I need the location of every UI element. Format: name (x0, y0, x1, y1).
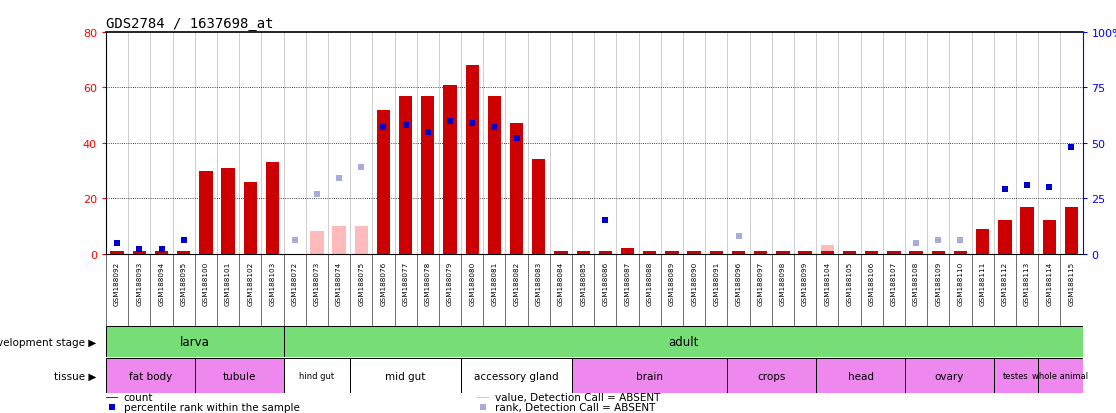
Bar (843, 251, 856, 254)
Bar (910, 251, 923, 254)
Bar (710, 251, 723, 254)
Bar (133, 251, 146, 254)
Bar (620, 249, 634, 254)
Bar (461, 358, 573, 393)
Text: fat body: fat body (128, 370, 172, 381)
Bar (555, 251, 568, 254)
Bar (573, 358, 728, 393)
Bar (106, 326, 283, 357)
Bar (865, 251, 878, 254)
Bar (283, 358, 350, 393)
Bar (598, 251, 612, 254)
Bar (777, 251, 790, 254)
Bar (732, 251, 745, 254)
Bar (905, 358, 993, 393)
Text: testes: testes (1003, 371, 1029, 380)
Bar (283, 326, 1083, 357)
Bar (998, 221, 1011, 254)
Bar (110, 251, 124, 254)
Bar (798, 251, 811, 254)
Text: percentile rank within the sample: percentile rank within the sample (124, 402, 299, 412)
Bar (643, 251, 656, 254)
Text: GDS2784 / 1637698_at: GDS2784 / 1637698_at (106, 17, 273, 31)
Text: mid gut: mid gut (385, 370, 426, 381)
Bar (1020, 207, 1033, 254)
Bar (465, 66, 479, 254)
Bar (333, 226, 346, 254)
Bar (355, 226, 368, 254)
Bar (532, 160, 546, 254)
Bar (177, 251, 191, 254)
Bar (478, 397, 489, 398)
Bar (155, 251, 169, 254)
Bar (577, 251, 590, 254)
Bar (243, 182, 257, 254)
Bar (310, 232, 324, 254)
Bar (350, 358, 461, 393)
Text: brain: brain (636, 370, 663, 381)
Bar (887, 251, 901, 254)
Text: tubule: tubule (222, 370, 256, 381)
Bar (728, 358, 816, 393)
Text: tissue ▶: tissue ▶ (54, 370, 96, 381)
Bar (820, 251, 834, 254)
Bar (106, 397, 118, 398)
Text: larva: larva (180, 335, 210, 348)
Bar (266, 163, 279, 254)
Text: development stage ▶: development stage ▶ (0, 337, 96, 347)
Text: head: head (847, 370, 874, 381)
Bar (754, 251, 768, 254)
Bar (665, 251, 679, 254)
Bar (1038, 358, 1083, 393)
Text: count: count (124, 392, 153, 402)
Bar (400, 97, 412, 254)
Text: accessory gland: accessory gland (474, 370, 559, 381)
Bar (816, 358, 905, 393)
Bar (200, 171, 212, 254)
Text: rank, Detection Call = ABSENT: rank, Detection Call = ABSENT (494, 402, 655, 412)
Text: whole animal: whole animal (1032, 371, 1088, 380)
Bar (421, 97, 434, 254)
Bar (932, 251, 945, 254)
Bar (954, 251, 968, 254)
Bar (377, 110, 391, 254)
Bar (488, 97, 501, 254)
Bar (195, 358, 283, 393)
Text: hind gut: hind gut (299, 371, 335, 380)
Bar (1042, 221, 1056, 254)
Bar (976, 229, 989, 254)
Text: ovary: ovary (935, 370, 964, 381)
Bar (993, 358, 1038, 393)
Bar (820, 246, 834, 254)
Bar (1065, 207, 1078, 254)
Bar (443, 85, 456, 254)
Bar (510, 124, 523, 254)
Bar (221, 169, 234, 254)
Text: adult: adult (667, 335, 699, 348)
Bar (106, 358, 195, 393)
Bar (687, 251, 701, 254)
Text: value, Detection Call = ABSENT: value, Detection Call = ABSENT (494, 392, 660, 402)
Text: crops: crops (758, 370, 786, 381)
